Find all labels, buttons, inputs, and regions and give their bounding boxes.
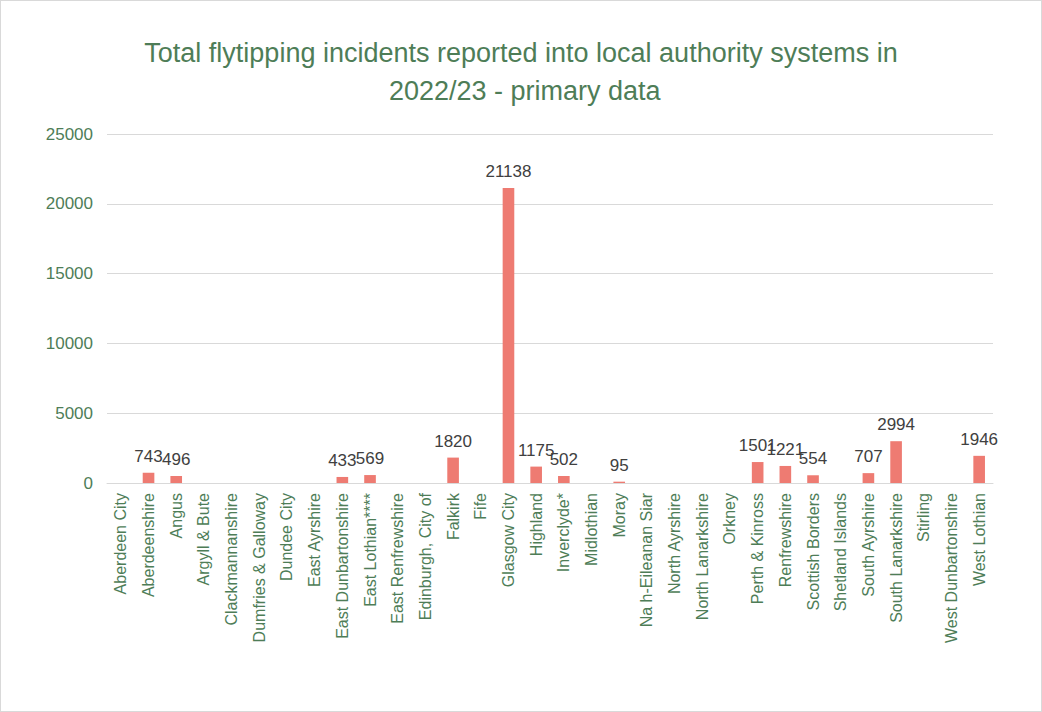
svg-text:Aberdeenshire: Aberdeenshire (140, 493, 157, 597)
svg-text:Clackmannanshire: Clackmannanshire (223, 493, 240, 626)
svg-text:554: 554 (799, 449, 827, 468)
svg-text:20000: 20000 (46, 194, 93, 213)
svg-text:Shetland Islands: Shetland Islands (832, 493, 849, 611)
svg-text:25000: 25000 (46, 125, 93, 144)
svg-text:Argyll & Bute: Argyll & Bute (195, 493, 212, 586)
svg-text:1175: 1175 (517, 440, 555, 460)
svg-text:South Ayrshire: South Ayrshire (860, 493, 877, 597)
svg-text:1820: 1820 (434, 432, 472, 451)
svg-text:Angus: Angus (168, 493, 185, 538)
svg-text:Midlothian: Midlothian (583, 493, 600, 566)
svg-text:Orkney: Orkney (721, 493, 738, 545)
svg-text:502: 502 (550, 450, 578, 469)
svg-text:East Lothian****: East Lothian**** (362, 493, 379, 607)
svg-text:10000: 10000 (46, 334, 93, 353)
svg-text:1501: 1501 (738, 436, 777, 455)
svg-text:West Lothian: West Lothian (971, 493, 988, 586)
svg-text:95: 95 (610, 456, 629, 475)
svg-text:1221: 1221 (766, 440, 805, 459)
svg-text:Perth & Kinross: Perth & Kinross (749, 493, 766, 604)
svg-text:Dumfries & Galloway: Dumfries & Galloway (251, 493, 268, 642)
svg-text:1946: 1946 (960, 430, 998, 449)
svg-text:Fife: Fife (472, 493, 489, 520)
svg-text:North Lanarkshire: North Lanarkshire (694, 493, 711, 620)
svg-text:15000: 15000 (46, 264, 93, 283)
svg-text:East Dunbartonshire: East Dunbartonshire (334, 493, 351, 639)
svg-text:Scottish Borders: Scottish Borders (805, 493, 822, 610)
svg-text:433: 433 (328, 451, 356, 470)
svg-text:5000: 5000 (55, 404, 93, 423)
svg-text:North Ayrshire: North Ayrshire (666, 493, 683, 594)
svg-text:Moray: Moray (611, 493, 628, 537)
svg-text:South Lanarkshire: South Lanarkshire (888, 493, 905, 623)
svg-text:2022/23 - primary data: 2022/23 - primary data (381, 76, 661, 106)
svg-text:21138: 21138 (485, 162, 531, 181)
svg-text:Aberdeen City: Aberdeen City (112, 493, 129, 594)
svg-text:Glasgow City: Glasgow City (500, 493, 517, 587)
svg-text:Inverclyde*: Inverclyde* (555, 493, 572, 572)
svg-text:East Ayrshire: East Ayrshire (306, 493, 323, 587)
svg-text:East Renfrewshire: East Renfrewshire (389, 493, 406, 624)
svg-text:West Dunbartonshire: West Dunbartonshire (943, 493, 960, 643)
svg-text:0: 0 (84, 474, 93, 493)
svg-text:Stirling: Stirling (915, 493, 932, 542)
svg-text:743: 743 (134, 447, 162, 466)
svg-text:496: 496 (162, 450, 190, 469)
svg-text:Total flytipping incidents rep: Total flytipping incidents reported into… (144, 38, 897, 68)
svg-text:Renfrewshire: Renfrewshire (777, 493, 794, 587)
svg-text:Highland: Highland (528, 493, 545, 556)
svg-text:Falkirk: Falkirk (445, 492, 462, 540)
svg-text:569: 569 (356, 449, 384, 468)
svg-text:Na h-Eileanan Siar: Na h-Eileanan Siar (638, 492, 655, 627)
svg-text:707: 707 (854, 447, 882, 466)
svg-text:Edinburgh, City of: Edinburgh, City of (417, 492, 434, 620)
svg-text:2994: 2994 (877, 415, 915, 434)
svg-text:Dundee City: Dundee City (278, 493, 295, 581)
